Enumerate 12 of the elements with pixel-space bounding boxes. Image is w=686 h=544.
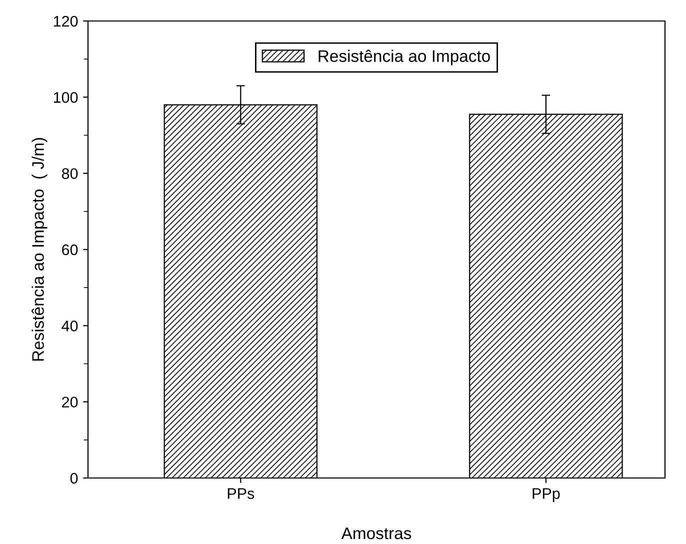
y-tick-label: 20 bbox=[62, 396, 78, 408]
y-tick-label: 60 bbox=[62, 244, 78, 256]
x-tick-label: PPp bbox=[532, 488, 560, 502]
y-tick-label: 120 bbox=[54, 16, 78, 27]
x-axis-title: Amostras bbox=[341, 528, 412, 540]
y-tick-label: 40 bbox=[62, 320, 78, 332]
y-axis-title: Resistência ao Impacto ( J/m) bbox=[32, 138, 48, 361]
legend-label: Resistência ao Impacto bbox=[318, 50, 490, 66]
x-tick-label: PPs bbox=[228, 488, 254, 499]
y-tick-label: 0 bbox=[70, 472, 78, 484]
y-tick-label: 100 bbox=[54, 92, 78, 103]
y-tick-label: 80 bbox=[62, 168, 78, 180]
